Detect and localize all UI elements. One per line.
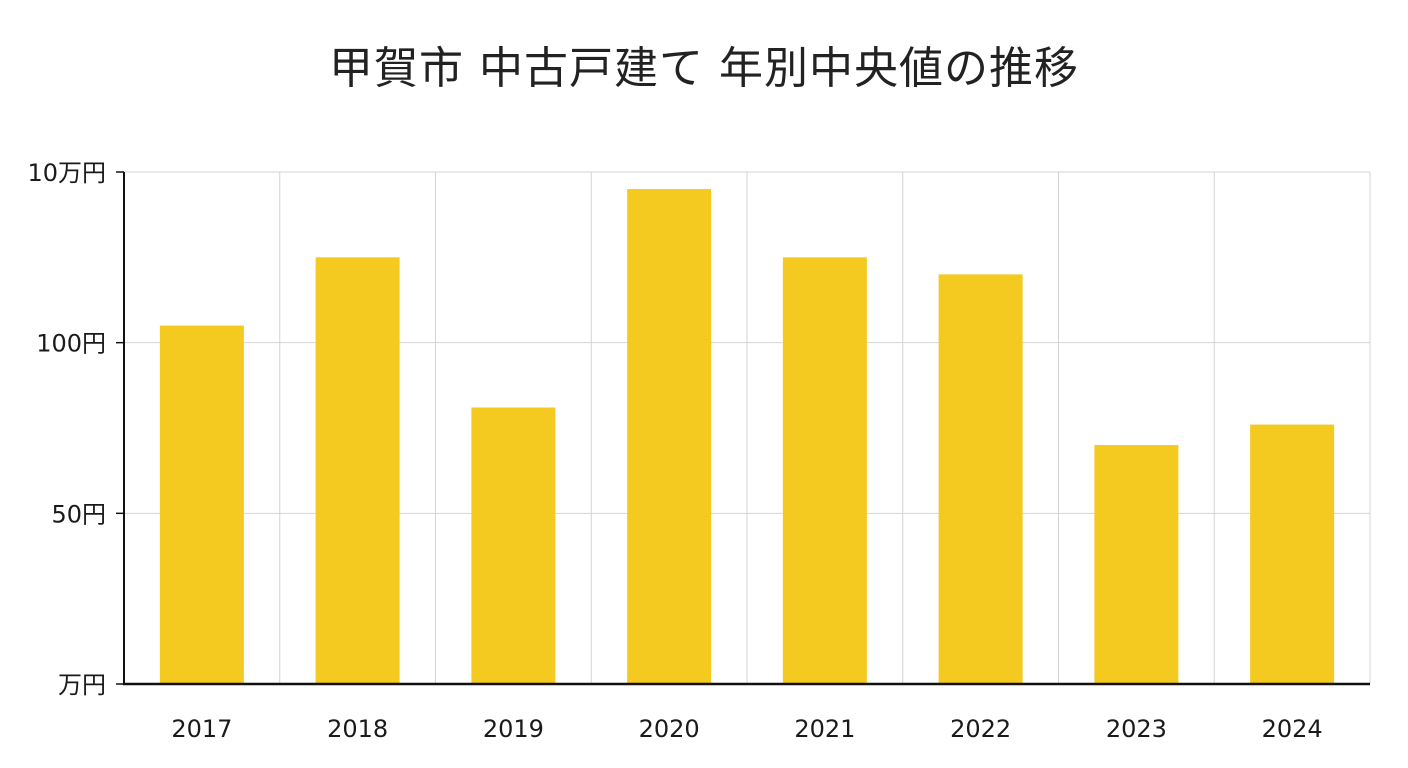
bar-2024 [1250,424,1335,684]
bar-2021 [782,257,867,684]
x-tick-label: 2024 [1262,715,1323,743]
bar-2017 [159,325,244,684]
axes [116,171,1370,686]
y-tick-labels: 万円 50円 100円 10万円 [27,159,106,699]
x-tick-label: 2023 [1106,715,1167,743]
bar-2019 [471,407,556,684]
bar-2022 [938,274,1023,684]
x-tick-label: 2019 [483,715,544,743]
bars [159,189,1335,685]
grid-lines [124,171,1371,684]
chart-title: 甲賀市 中古戸建て 年別中央値の推移 [329,43,1079,94]
x-tick-label: 2021 [794,715,855,743]
y-tick-label: 50円 [51,500,106,528]
bar-2020 [627,189,712,685]
bar-2018 [315,257,400,684]
bar-2023 [1094,445,1179,684]
x-tick-label: 2020 [639,715,700,743]
x-tick-label: 2022 [950,715,1011,743]
x-tick-labels: 2017 2018 2019 2020 2021 2022 2023 2024 [171,715,1322,743]
y-tick-label: 万円 [58,671,106,699]
y-tick-label: 100円 [36,330,106,358]
x-tick-label: 2017 [171,715,232,743]
x-tick-label: 2018 [327,715,388,743]
y-tick-label: 10万円 [27,159,106,187]
